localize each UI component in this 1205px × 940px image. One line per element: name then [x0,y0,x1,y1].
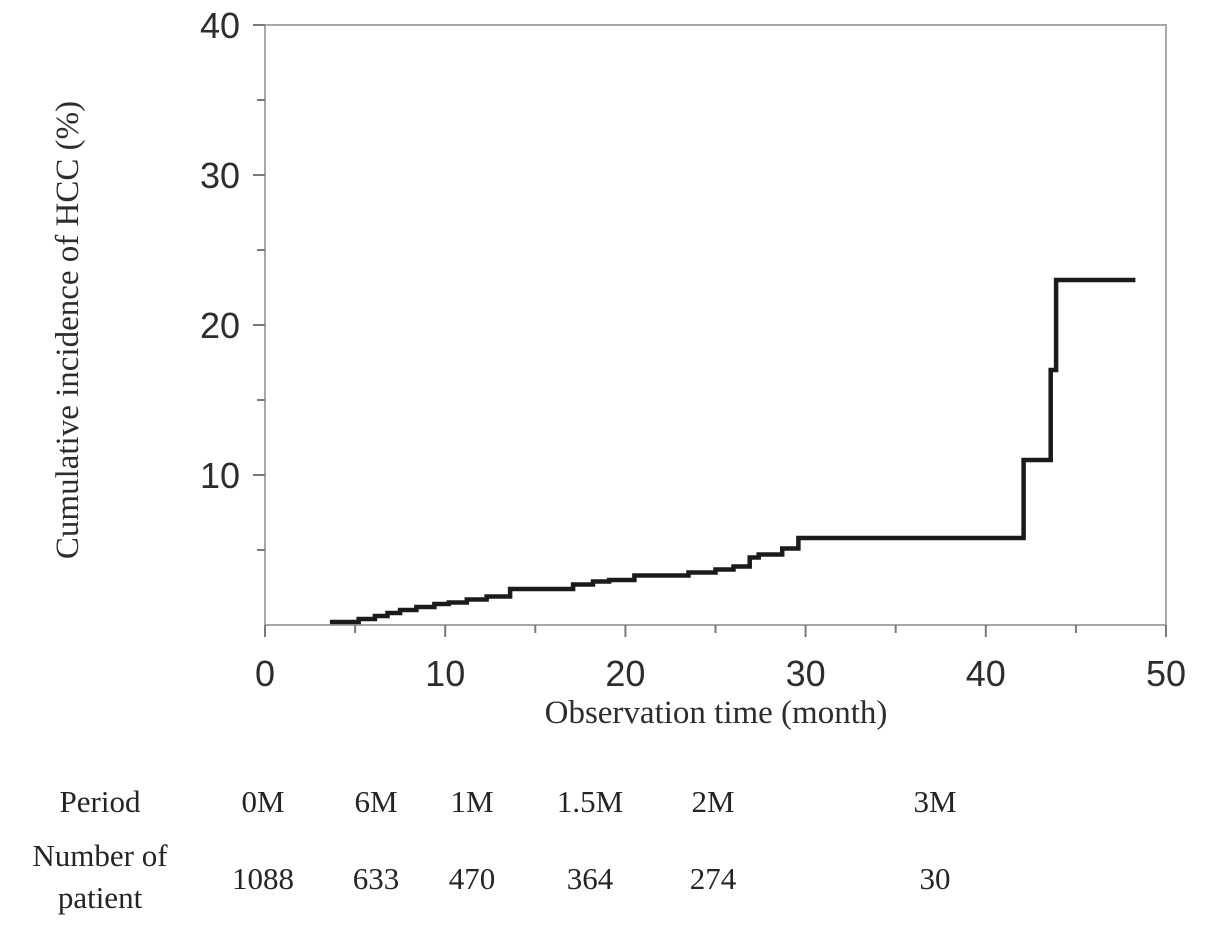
count-row-label-line1: Number of [32,838,168,873]
plot-border [264,24,1167,626]
x-tick-label: 10 [425,653,465,694]
x-axis-title: Observation time (month) [545,695,888,731]
patient-count-5: 30 [919,861,951,896]
period-value-2: 1M [450,784,494,819]
y-tick-label: 20 [200,305,240,346]
patient-count-0: 1088 [232,861,294,896]
patient-count-2: 470 [448,861,496,896]
period-value-0: 0M [241,784,285,819]
axes-layer: 0 10 20 30 40 50 10 20 30 40 [200,5,1186,694]
patient-count-1: 633 [352,861,400,896]
cumulative-incidence-curve [329,277,1136,625]
cumulative-incidence-chart: 0 10 20 30 40 50 10 20 30 40 Cumulative incidence… [50,5,1186,731]
count-row-label-line2: patient [57,880,143,915]
period-value-1: 6M [354,784,398,819]
patient-count-3: 364 [566,861,614,896]
y-tick-label: 10 [200,455,240,496]
y-tick-label: 30 [200,155,240,196]
period-value-4: 2M [691,784,735,819]
y-tick-label: 40 [200,5,240,46]
x-tick-label: 30 [786,653,826,694]
period-value-5: 3M [913,784,957,819]
patient-count-4: 274 [689,861,737,896]
x-tick-label: 0 [255,653,275,694]
x-tick-label: 40 [966,653,1006,694]
period-row-label: Period [59,784,141,819]
x-tick-label: 50 [1146,653,1186,694]
y-axis-title: Cumulative incidence of HCC (%) [50,101,86,559]
x-tick-label: 20 [605,653,645,694]
period-value-3: 1.5M [556,784,624,819]
